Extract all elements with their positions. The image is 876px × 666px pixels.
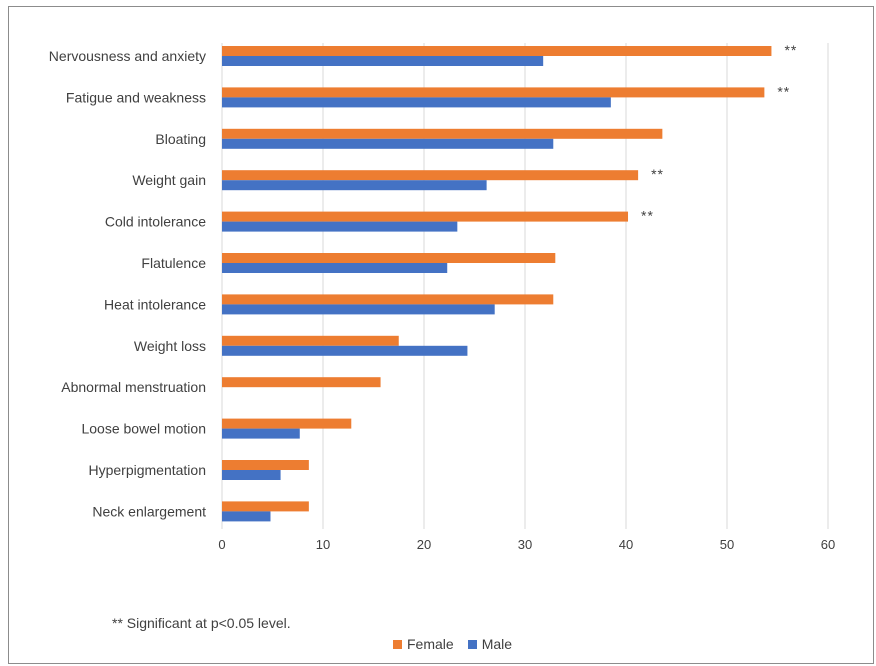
significance-mark: ** (651, 166, 664, 182)
bar-male (222, 470, 281, 480)
category-label: Fatigue and weakness (66, 89, 206, 105)
category-label: Nervousness and anxiety (49, 48, 206, 64)
bar-female (222, 253, 556, 263)
x-axis-ticks: 0 10 20 30 40 50 60 (218, 537, 835, 552)
bar-male (222, 221, 458, 232)
bars (222, 46, 772, 522)
category-labels: Nervousness and anxiety Fatigue and weakn… (49, 48, 206, 519)
legend-label-female: Female (407, 636, 454, 652)
significance-marks: ** ** ** ** (641, 42, 797, 224)
legend: Female Male (393, 636, 512, 652)
x-tick-label: 10 (316, 537, 330, 552)
category-label: Flatulence (141, 255, 206, 271)
bar-female (222, 294, 554, 305)
x-tick-label: 0 (218, 537, 225, 552)
bar-male (222, 428, 300, 439)
category-label: Bloating (155, 131, 206, 147)
legend-item-male: Male (467, 636, 513, 652)
category-label: Heat intolerance (104, 296, 206, 312)
x-tick-label: 50 (720, 537, 734, 552)
significance-mark: ** (641, 208, 654, 224)
legend-swatch-male (467, 639, 477, 649)
gridlines (221, 43, 829, 529)
bar-male (222, 345, 468, 356)
bar-female (222, 335, 399, 346)
bar-female (222, 128, 663, 139)
chart-frame: Nervousness and anxiety Fatigue and weakn… (8, 6, 874, 664)
x-tick-label: 40 (619, 537, 633, 552)
bar-female (222, 460, 309, 470)
bar-female (222, 501, 309, 512)
legend-item-female: Female (393, 636, 454, 652)
bar-female (222, 87, 765, 98)
legend-swatch-female (393, 639, 402, 649)
legend-label-male: Male (481, 636, 513, 652)
category-label: Hyperpigmentation (88, 462, 206, 478)
bar-female (222, 377, 381, 388)
x-tick-label: 20 (417, 537, 431, 552)
bar-chart: Nervousness and anxiety Fatigue and weakn… (49, 42, 835, 552)
category-label: Weight gain (132, 172, 206, 188)
bar-male (222, 511, 271, 522)
bar-female (222, 211, 629, 222)
significance-mark: ** (777, 83, 790, 99)
category-label: Neck enlargement (92, 503, 206, 519)
category-label: Loose bowel motion (81, 421, 206, 437)
bar-male (222, 180, 487, 191)
bar-female (222, 170, 639, 181)
footnote: ** Significant at p<0.05 level. (112, 615, 291, 631)
bar-female (222, 46, 772, 56)
x-tick-label: 60 (821, 537, 835, 552)
significance-mark: ** (784, 42, 797, 58)
category-label: Weight loss (134, 338, 206, 354)
category-label: Cold intolerance (105, 214, 206, 230)
bar-male (222, 56, 544, 66)
x-tick-label: 30 (518, 537, 532, 552)
bar-male (222, 304, 495, 315)
bar-female (222, 418, 352, 429)
bar-male (222, 263, 448, 273)
bar-male (222, 138, 554, 149)
category-label: Abnormal menstruation (61, 379, 206, 395)
bar-male (222, 97, 611, 108)
